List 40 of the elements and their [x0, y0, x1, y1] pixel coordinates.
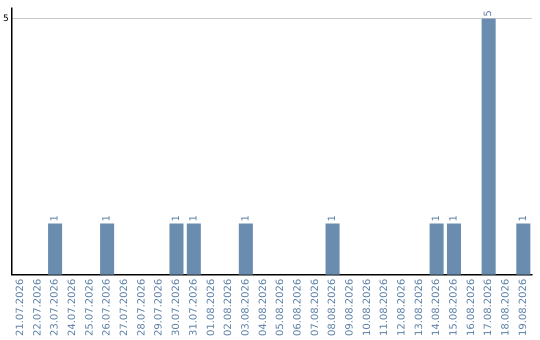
x-tick-label: 23.07.2026 — [50, 278, 61, 336]
x-tick-label: 03.08.2026 — [240, 278, 252, 336]
data-label: 1 — [518, 215, 529, 222]
x-tick-label: 01.08.2026 — [206, 278, 217, 336]
x-tick-label: 16.08.2026 — [466, 278, 477, 336]
x-tick-label: 19.08.2026 — [518, 278, 529, 336]
x-tick-label: 28.07.2026 — [136, 278, 148, 336]
x-tick-label: 21.07.2026 — [14, 278, 26, 336]
x-tick-label: 31.07.2026 — [188, 278, 200, 336]
x-tick-label: 11.08.2026 — [379, 278, 390, 336]
x-tick-label: 13.08.2026 — [414, 278, 425, 336]
data-label: 1 — [431, 215, 442, 222]
data-label: 1 — [448, 215, 460, 222]
data-label: 1 — [171, 215, 182, 222]
x-tick-label: 10.08.2026 — [362, 278, 373, 336]
x-tick-label: 25.07.2026 — [84, 278, 96, 336]
data-label: 5 — [483, 10, 494, 17]
x-tick-label: 15.08.2026 — [448, 278, 460, 336]
data-label: 1 — [240, 215, 252, 222]
x-tick-label: 29.07.2026 — [154, 278, 165, 336]
x-tick-label: 24.07.2026 — [67, 278, 78, 336]
x-tick-label: 27.07.2026 — [119, 278, 130, 336]
data-label: 1 — [188, 215, 200, 222]
x-tick-label: 14.08.2026 — [431, 278, 442, 336]
x-tick-label: 12.08.2026 — [396, 278, 408, 336]
x-tick-label: 30.07.2026 — [171, 278, 182, 336]
data-label: 1 — [327, 215, 338, 222]
x-tick-label: 07.08.2026 — [310, 278, 321, 336]
x-tick-label: 05.08.2026 — [275, 278, 286, 336]
x-tick-label: 22.07.2026 — [32, 278, 44, 336]
data-label: 1 — [50, 215, 61, 222]
x-tick-label: 04.08.2026 — [258, 278, 269, 336]
x-tick-label: 09.08.2026 — [344, 278, 356, 336]
x-tick-label: 26.07.2026 — [102, 278, 113, 336]
x-tick-label: 06.08.2026 — [292, 278, 304, 336]
x-tick-label: 02.08.2026 — [223, 278, 234, 336]
data-label: 1 — [102, 215, 113, 222]
x-tick-label: 08.08.2026 — [327, 278, 338, 336]
x-tick-label: 18.08.2026 — [500, 278, 512, 336]
x-tick-label: 17.08.2026 — [483, 278, 494, 336]
